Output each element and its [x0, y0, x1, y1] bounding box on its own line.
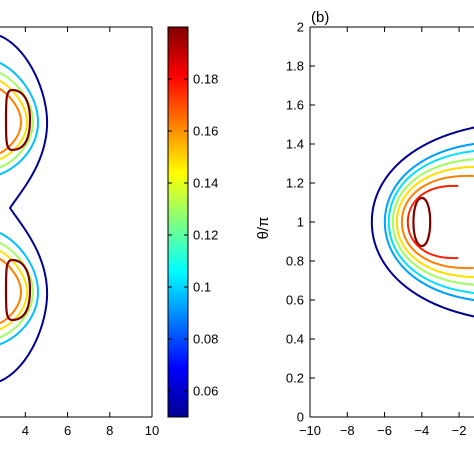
colorbar-gradient	[167, 26, 189, 418]
panel-a-x-tick-label: 6	[64, 423, 71, 438]
colorbar-tick-label: 0.1	[193, 280, 211, 295]
panel-a-x-tick-label: 8	[106, 423, 113, 438]
panel-a-contours	[0, 34, 49, 383]
colorbar-ticks: 0.06 0.08 0.1 0.12 0.14 0.16 0.18	[168, 72, 218, 399]
panel-b-x-tick-label: −6	[377, 423, 392, 438]
panel-b-x-ticks: −10 −8 −6 −4 −2	[299, 27, 467, 438]
panel-a-x-tick-label: 4	[22, 423, 29, 438]
panel-b-y-tick-label: 0.4	[286, 332, 304, 347]
colorbar-tick-label: 0.12	[193, 228, 218, 243]
panel-b-contour-line	[370, 126, 474, 318]
panel-a-contour-0.125	[0, 241, 35, 339]
panel-b-contour-line	[395, 165, 474, 279]
panel-b-contour-line	[412, 196, 432, 248]
panel-b-label: (b)	[311, 9, 329, 26]
panel-a-contour-0.125	[0, 71, 35, 169]
panel-a-contour-0.065	[0, 34, 49, 383]
panel-b-y-tick-label: 0.2	[286, 371, 304, 386]
panel-a-contour-0.095	[0, 231, 40, 346]
panel-b-contours	[370, 126, 474, 318]
panel-b-y-tick-label: 0	[297, 410, 304, 425]
panel-b-contour-line	[387, 150, 474, 294]
panel-b-x-tick-label: −10	[299, 423, 321, 438]
panel-a-contour-0.14	[0, 249, 29, 331]
panel-a-contour-0.095	[0, 61, 40, 176]
colorbar: 0.06 0.08 0.1 0.12 0.14 0.16 0.18	[167, 26, 218, 418]
colorbar-tick-label: 0.08	[193, 332, 218, 347]
panel-a-axes: 4 6 8 10	[0, 26, 159, 438]
panel-a-lower-lobe	[0, 231, 40, 346]
colorbar-tick-label: 0.18	[193, 72, 218, 87]
panel-b-contour-line	[383, 143, 474, 301]
panel-a-upper-lobe	[0, 61, 40, 176]
panel-b-contour-line	[406, 184, 459, 260]
panel-b-y-tick-label: 0.6	[286, 293, 304, 308]
panel-b-y-tick-label: 1.2	[286, 176, 304, 191]
panel-b-y-tick-label: 1.4	[286, 137, 304, 152]
panel-b-axes: 00.20.40.60.811.21.41.61.82 −10 −8 −6 −4 −2 …	[255, 9, 474, 438]
panel-b-x-tick-label: −4	[414, 423, 429, 438]
colorbar-tick-label: 0.14	[193, 176, 218, 191]
panel-a-contour-0.14	[0, 79, 29, 161]
panel-b-y-tick-label: 1.6	[286, 98, 304, 113]
panel-b-contour-line	[391, 158, 474, 286]
panel-b-y-tick-label: 1.8	[286, 59, 304, 74]
panel-a-x-ticks: 4 6 8 10	[22, 27, 159, 438]
colorbar-tick-label: 0.16	[193, 124, 218, 139]
panel-a-contour-0.185	[4, 258, 32, 322]
panel-b-y-tick-label: 2	[297, 20, 304, 35]
panel-b-x-tick-label: −2	[452, 423, 467, 438]
colorbar-tick-label: 0.06	[193, 384, 218, 399]
panel-b-y-axis-label: θ/π	[255, 217, 272, 240]
panel-b-y-tick-label: 0.8	[286, 254, 304, 269]
panel-b-y-ticks: 0 0.2 0.4 0.6 0.8 1 1.2 1.4 1.6 1.8 2	[286, 20, 315, 425]
panel-b-y-tick-label: 1	[297, 215, 304, 230]
panel-a-x-tick-label: 10	[145, 423, 159, 438]
panel-a-contour-0.185	[4, 88, 32, 152]
panel-b-contour-line	[400, 174, 474, 270]
panel-b-x-tick-label: −8	[340, 423, 355, 438]
